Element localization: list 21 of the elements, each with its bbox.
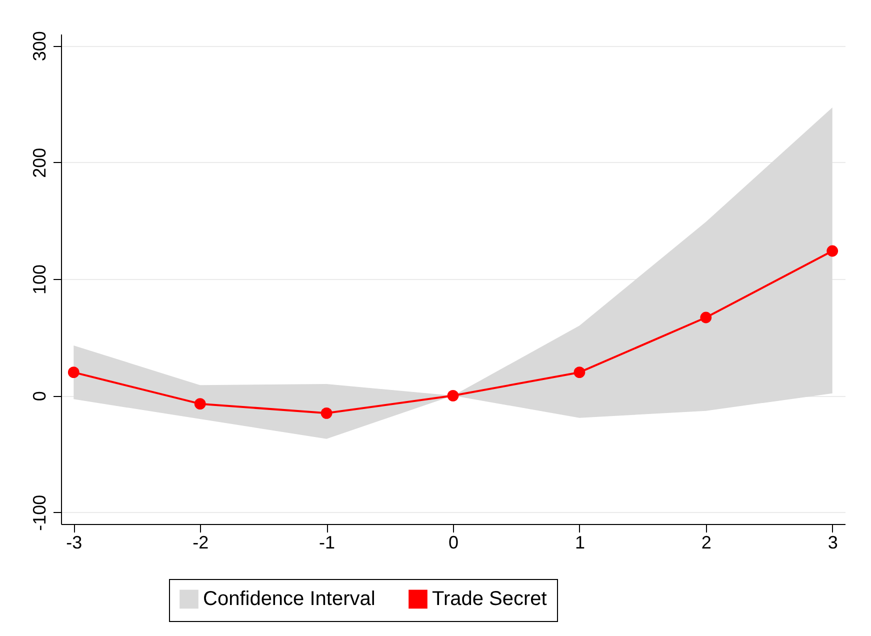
legend-label: Trade Secret <box>432 588 548 610</box>
x-tick-label: 0 <box>448 532 459 552</box>
point <box>68 366 80 378</box>
point <box>194 398 206 410</box>
point <box>447 390 459 402</box>
y-tick-label: 200 <box>30 148 50 178</box>
x-tick-label: -3 <box>66 532 82 552</box>
legend-label: Confidence Interval <box>203 588 376 610</box>
point <box>574 366 586 378</box>
y-tick-label: 100 <box>30 264 50 295</box>
x-tick-label: 1 <box>574 532 585 552</box>
x-tick-label: -2 <box>192 532 209 552</box>
x-tick-label: 2 <box>701 532 712 552</box>
y-tick-label: -100 <box>30 494 50 531</box>
y-tick-label: 0 <box>30 391 50 402</box>
point <box>826 245 838 257</box>
point <box>320 407 332 419</box>
y-tick-label: 300 <box>30 31 50 62</box>
point <box>700 312 712 324</box>
x-tick-label: -1 <box>319 532 336 552</box>
x-tick-label: 3 <box>828 532 838 552</box>
